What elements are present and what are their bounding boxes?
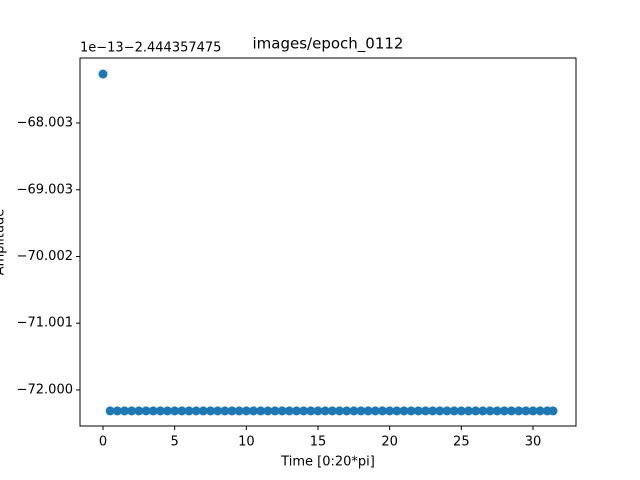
plot-frame (79, 57, 577, 427)
point (335, 406, 345, 416)
x-tick-label: 30 (525, 435, 542, 450)
point (184, 406, 194, 416)
point (413, 406, 423, 416)
point (406, 406, 416, 416)
point (191, 406, 201, 416)
point (320, 406, 330, 416)
point (170, 406, 180, 416)
point (464, 406, 474, 416)
point (112, 406, 122, 416)
point (399, 406, 409, 416)
point (241, 406, 251, 416)
y-tick-label: −69.003 (17, 182, 73, 197)
point (141, 406, 151, 416)
point (528, 406, 538, 416)
x-tick-label: 20 (381, 435, 398, 450)
x-tick-label: 25 (453, 435, 470, 450)
point (435, 406, 445, 416)
point (521, 406, 531, 416)
point (456, 406, 466, 416)
point (206, 406, 216, 416)
point (478, 406, 488, 416)
point (428, 406, 438, 416)
point (327, 406, 337, 416)
point (105, 406, 115, 416)
y-tick-label: −70.002 (17, 249, 73, 264)
point (499, 406, 509, 416)
point (299, 406, 309, 416)
point (134, 406, 144, 416)
y-tick-label: −71.001 (17, 316, 73, 331)
y-offset-text: 1e−13−2.444357475 (80, 41, 221, 56)
y-axis-label: Amplitude (0, 209, 8, 276)
point (363, 406, 373, 416)
point (198, 406, 208, 416)
x-tick-label: 0 (99, 435, 107, 450)
point (220, 406, 230, 416)
point (507, 406, 517, 416)
point (292, 406, 302, 416)
y-tick-label: −68.003 (17, 115, 73, 130)
point (270, 406, 280, 416)
x-axis-label: Time [0:20*pi] (280, 455, 375, 470)
point (378, 406, 388, 416)
point (313, 406, 323, 416)
point (127, 406, 137, 416)
point (356, 406, 366, 416)
point (306, 406, 316, 416)
point (492, 406, 502, 416)
chart-title: images/epoch_0112 (253, 35, 404, 54)
point (277, 406, 287, 416)
point (98, 69, 108, 79)
point (485, 406, 495, 416)
point (548, 406, 558, 416)
point (471, 406, 481, 416)
point (213, 406, 223, 416)
point (385, 406, 395, 416)
point (514, 406, 524, 416)
point (177, 406, 187, 416)
y-tick-label: −72.000 (17, 382, 73, 397)
point (256, 406, 266, 416)
x-tick-label: 10 (238, 435, 255, 450)
point (349, 406, 359, 416)
point (148, 406, 158, 416)
x-tick-label: 15 (310, 435, 327, 450)
point (370, 406, 380, 416)
point (449, 406, 459, 416)
point (284, 406, 294, 416)
point (535, 406, 545, 416)
point (227, 406, 237, 416)
x-tick-label: 5 (171, 435, 179, 450)
point (421, 406, 431, 416)
point (120, 406, 130, 416)
point (234, 406, 244, 416)
point (249, 406, 259, 416)
point (392, 406, 402, 416)
point (342, 406, 352, 416)
point (155, 406, 165, 416)
point (442, 406, 452, 416)
point (263, 406, 273, 416)
point (163, 406, 173, 416)
